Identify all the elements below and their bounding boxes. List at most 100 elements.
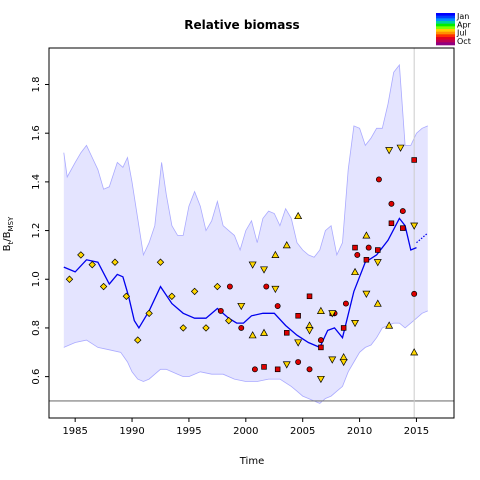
observation-circle (306, 366, 313, 373)
x-axis-title: Time (239, 456, 264, 467)
observation-diamond (111, 258, 119, 266)
y-tick-label: 0.6 (31, 369, 42, 385)
observation-circle (365, 244, 372, 251)
observation-circle (388, 200, 395, 207)
observation-triangle-down (339, 358, 348, 367)
observation-square (274, 366, 281, 373)
y-tick-label: 0.8 (31, 320, 42, 336)
observation-circle (342, 300, 349, 307)
observation-circle (375, 176, 382, 183)
x-tick-label: 1990 (119, 426, 144, 437)
legend-color-swatch (436, 21, 455, 24)
observation-circle (238, 324, 245, 331)
confidence-band-layer (63, 63, 428, 404)
svg-text:Bt/BMSY: Bt/BMSY (2, 216, 15, 251)
y-axis-title-main: B (2, 244, 13, 251)
observation-triangle-down (351, 319, 360, 328)
observation-square (284, 330, 290, 336)
observation-triangle-down (248, 261, 257, 269)
x-tick-label: 1995 (176, 426, 201, 437)
observation-triangle-up (316, 306, 325, 314)
observation-triangle-up (271, 250, 280, 258)
observation-diamond (225, 316, 233, 325)
observation-triangle-up (410, 348, 419, 356)
x-tick-label: 2010 (347, 426, 372, 437)
legend-color-swatch (436, 31, 455, 35)
observation-triangle-down (282, 361, 291, 369)
legend-color-swatch (436, 13, 455, 16)
observation-triangle-up (351, 267, 360, 276)
observation-triangle-up (248, 331, 257, 339)
observation-square (340, 325, 347, 331)
observation-diamond (179, 324, 187, 332)
observation-triangle-up (362, 231, 371, 239)
observation-diamond (156, 258, 165, 266)
x-tick-label: 2015 (404, 426, 429, 437)
plot-frame (48, 47, 455, 419)
legend-label-jan: Jan (456, 12, 469, 21)
y-tick-label: 1.0 (31, 271, 42, 287)
observation-triangle-up (385, 321, 394, 329)
observation-triangle-down (316, 375, 325, 384)
legend-color-swatch (436, 39, 455, 43)
x-tick-label: 2000 (233, 426, 258, 437)
series-line-layer (49, 48, 454, 418)
y-tick-label: 1.6 (31, 125, 42, 141)
observation-square (318, 344, 324, 351)
y-tick-label: 1.8 (31, 77, 42, 93)
observation-triangle-down (260, 266, 269, 274)
upper-bound-line (63, 63, 428, 258)
observation-triangle-down (328, 356, 337, 364)
observation-circle (354, 251, 361, 258)
observation-diamond (65, 275, 74, 283)
observation-circle (295, 359, 302, 365)
y-tick-label: 1.2 (31, 223, 42, 239)
observation-square (306, 293, 313, 300)
legend-label-jul: Jul (456, 29, 467, 38)
y-axis-title-sub1: t (7, 241, 15, 244)
observation-triangle-up (282, 241, 291, 249)
observation-circle (317, 337, 324, 344)
observation-diamond (168, 292, 176, 300)
legend-color-swatch (436, 37, 455, 40)
x-tick-label: 1985 (62, 426, 87, 437)
observation-circle (226, 283, 233, 290)
observation-triangle-down (271, 285, 280, 294)
observation-diamond (99, 282, 108, 291)
legend-color-swatch (436, 18, 455, 22)
lower-bound-line (63, 310, 428, 404)
legend-color-swatch (436, 15, 455, 19)
observation-square (375, 247, 381, 253)
legend-label-oct: Oct (457, 37, 471, 46)
observation-triangle-down (410, 222, 419, 230)
observation-diamond (190, 287, 199, 296)
observation-circle (411, 290, 418, 297)
observation-circle (263, 283, 270, 290)
legend-color-swatch (436, 34, 455, 38)
chart-title: Relative biomass (184, 18, 299, 32)
observation-square (400, 225, 406, 231)
observation-circle (217, 307, 224, 314)
observation-diamond (202, 324, 210, 332)
legend-color-swatch (436, 29, 455, 32)
observation-triangle-up (294, 211, 303, 220)
observation-triangle-down (396, 144, 405, 152)
median-biomass-line (63, 217, 417, 349)
observation-diamond (213, 282, 222, 291)
observation-points-layer (65, 144, 419, 384)
legend-label-apr: Apr (457, 20, 472, 29)
projection-line (416, 232, 429, 244)
observation-square (411, 157, 417, 163)
y-axis-title-sub2: MSY (7, 216, 15, 231)
observation-triangle-up (373, 299, 382, 307)
observation-triangle-down (385, 147, 394, 155)
legend-color-swatch (436, 42, 455, 46)
observation-square (295, 313, 301, 319)
axes-layer: 1985 1990 1995 2000 2005 2010 2015 0.6 0.8 1.0 1.2… (31, 77, 429, 437)
legend-color-swatch (436, 26, 455, 30)
observation-triangle-up (260, 328, 269, 336)
observation-triangle-down (362, 290, 371, 298)
confidence-band (63, 65, 428, 404)
